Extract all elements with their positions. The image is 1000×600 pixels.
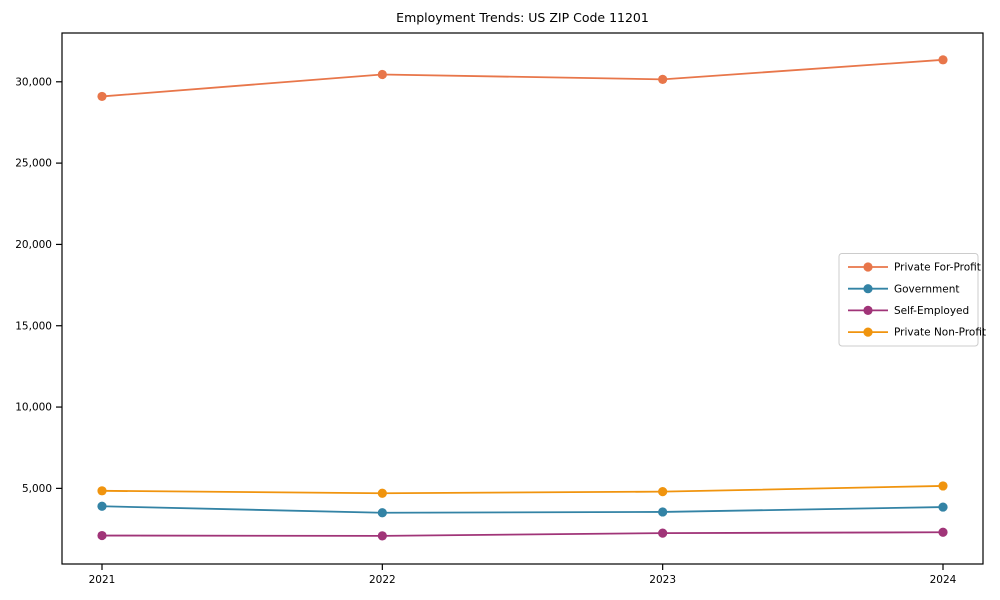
legend-label: Self-Employed	[894, 305, 969, 317]
data-point-private-non-profit	[377, 488, 387, 498]
data-point-self-employed	[377, 531, 387, 541]
x-tick-label: 2022	[369, 574, 396, 586]
y-tick-label: 25,000	[15, 158, 52, 170]
series-line-government	[101, 505, 944, 514]
series-line-private-non-profit	[101, 485, 944, 495]
series-line-private-for-profit	[101, 58, 944, 98]
y-tick-label: 10,000	[15, 402, 52, 414]
data-point-private-non-profit	[938, 481, 948, 491]
legend-item-private-for-profit: Private For-Profit	[848, 262, 981, 274]
legend-item-self-employed: Self-Employed	[848, 305, 969, 317]
y-tick-label: 20,000	[15, 239, 52, 251]
data-point-self-employed	[658, 528, 668, 538]
x-tick-label: 2023	[649, 574, 676, 586]
legend-marker-icon	[863, 262, 873, 272]
y-tick-label: 5,000	[22, 483, 52, 495]
y-tick-label: 15,000	[15, 320, 52, 332]
data-point-private-for-profit	[938, 55, 948, 65]
legend-marker-icon	[863, 284, 873, 294]
data-point-private-non-profit	[658, 487, 668, 497]
data-point-private-for-profit	[97, 91, 107, 102]
data-point-private-non-profit	[97, 486, 107, 496]
legend-marker-icon	[863, 327, 873, 337]
plot-border	[61, 32, 984, 565]
legend: Private For-Profit Government Self-Employe…	[838, 253, 986, 347]
legend-label: Government	[894, 283, 959, 295]
data-point-government	[658, 507, 668, 517]
legend-label: Private For-Profit	[894, 262, 981, 274]
y-tick-label: 30,000	[15, 76, 52, 88]
legend-marker-icon	[863, 305, 873, 315]
data-point-private-for-profit	[377, 69, 387, 80]
x-tick-label: 2024	[930, 574, 957, 586]
data-point-government	[97, 501, 107, 511]
series-line-self-employed	[101, 531, 944, 537]
legend-box	[838, 253, 979, 347]
legend-item-private-non-profit: Private Non-Profit	[848, 327, 986, 339]
data-point-government	[938, 502, 948, 512]
data-point-self-employed	[97, 530, 107, 541]
x-tick-label: 2021	[89, 574, 116, 586]
legend-label: Private Non-Profit	[894, 327, 986, 339]
data-point-self-employed	[938, 527, 948, 537]
data-point-private-for-profit	[658, 74, 668, 84]
data-point-government	[377, 508, 387, 518]
legend-item-government: Government	[848, 283, 959, 295]
chart-title: Employment Trends: US ZIP Code 11201	[396, 10, 649, 25]
